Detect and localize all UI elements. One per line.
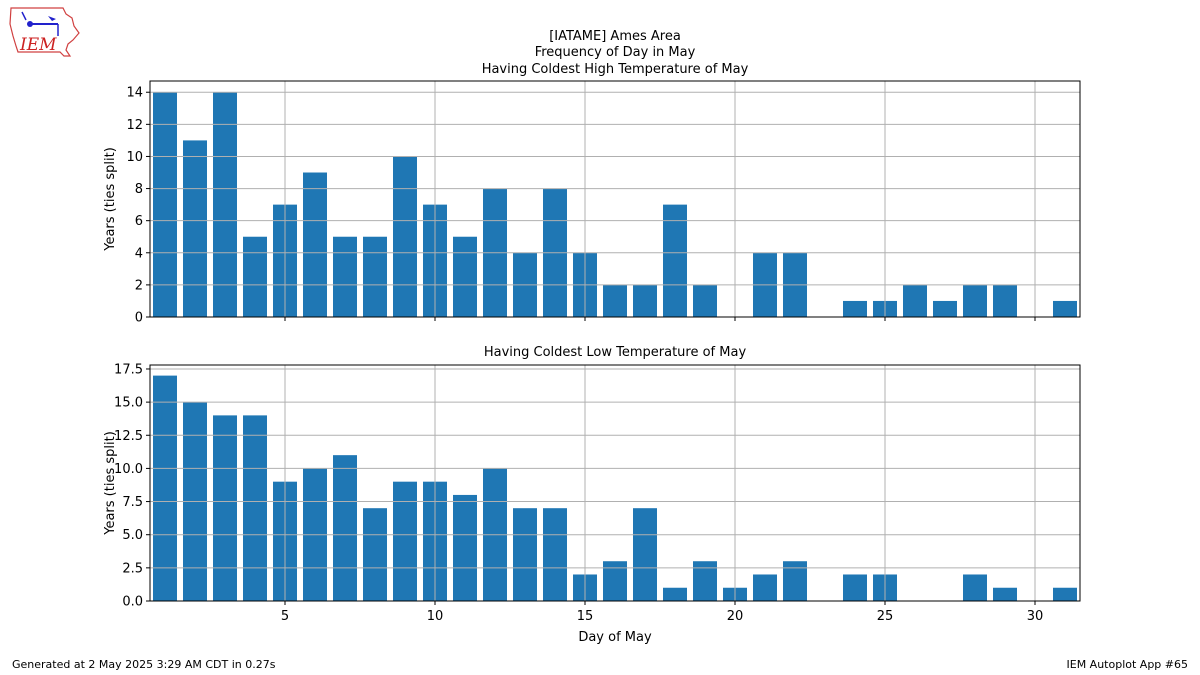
iem-logo: IEM — [9, 7, 80, 57]
y-tick-label: 8 — [135, 182, 143, 197]
bar-day-13 — [513, 508, 537, 601]
chart-title-line-1: [IATAME] Ames Area — [549, 29, 681, 44]
bar-day-31 — [1053, 300, 1077, 317]
y-tick-label: 10 — [126, 150, 143, 165]
y-tick-label: 10.0 — [114, 462, 143, 477]
bar-day-29 — [993, 284, 1017, 317]
bar-day-3 — [213, 92, 237, 317]
y-tick-label: 0 — [135, 311, 143, 326]
bar-day-17 — [633, 508, 657, 601]
footer-app-label: IEM Autoplot App #65 — [1066, 658, 1189, 671]
bar-day-31 — [1053, 587, 1077, 601]
bar-day-11 — [453, 494, 477, 601]
panel-coldest-high: Having Coldest High Temperature of May 0 2… — [103, 62, 1081, 326]
logo-text: IEM — [19, 35, 57, 55]
bar-day-14 — [543, 508, 567, 601]
bar-day-1 — [153, 375, 177, 601]
bar-day-22 — [783, 561, 807, 601]
bar-day-9 — [393, 156, 417, 317]
bar-day-9 — [393, 481, 417, 601]
y-tick-label: 15.0 — [114, 396, 143, 411]
x-tick-label: 5 — [281, 609, 289, 624]
bar-day-7 — [333, 455, 357, 601]
bar-day-4 — [243, 236, 267, 317]
bar-day-29 — [993, 587, 1017, 601]
bar-day-2 — [183, 140, 207, 317]
x-axis-label: Day of May — [578, 630, 652, 645]
y-axis-label: Years (ties split) — [103, 147, 118, 252]
bar-day-21 — [753, 574, 777, 601]
bar-day-11 — [453, 236, 477, 317]
bar-day-18 — [663, 587, 687, 601]
x-tick-label: 20 — [727, 609, 744, 624]
bar-day-17 — [633, 284, 657, 317]
bar-day-26 — [903, 284, 927, 317]
y-tick-label: 7.5 — [122, 495, 143, 510]
x-tick-label: 10 — [427, 609, 444, 624]
bar-day-28 — [963, 574, 987, 601]
y-tick-label: 2.5 — [122, 561, 143, 576]
y-axis-label: Years (ties split) — [103, 431, 118, 536]
bar-day-19 — [693, 284, 717, 317]
plot-frame — [149, 364, 1081, 602]
y-tick-label: 17.5 — [114, 362, 143, 377]
y-tick-label: 0.0 — [122, 595, 143, 610]
bar-day-27 — [933, 300, 957, 317]
bar-day-6 — [303, 172, 327, 317]
y-tick-label: 12 — [126, 118, 143, 133]
bar-day-8 — [363, 508, 387, 601]
y-tick-label: 14 — [126, 86, 143, 101]
bar-day-24 — [843, 300, 867, 317]
bar-day-16 — [603, 561, 627, 601]
bar-day-8 — [363, 236, 387, 317]
bar-day-18 — [663, 204, 687, 317]
panel-title: Having Coldest High Temperature of May — [482, 62, 749, 77]
y-tick-label: 12.5 — [114, 429, 143, 444]
bar-day-1 — [153, 92, 177, 317]
bar-day-28 — [963, 284, 987, 317]
footer-generated-text: Generated at 2 May 2025 3:29 AM CDT in 0… — [12, 658, 276, 671]
panel-coldest-low: Having Coldest Low Temperature of May 0.0… — [103, 345, 1081, 645]
y-tick-label: 4 — [135, 246, 143, 261]
y-tick-label: 5.0 — [122, 528, 143, 543]
bar-day-7 — [333, 236, 357, 317]
x-tick-label: 25 — [877, 609, 894, 624]
bar-day-4 — [243, 415, 267, 601]
plot-frame — [149, 80, 1081, 318]
bar-day-19 — [693, 561, 717, 601]
x-tick-label: 30 — [1027, 609, 1044, 624]
bar-day-3 — [213, 415, 237, 601]
chart-title-line-2: Frequency of Day in May — [535, 45, 696, 60]
panel-title: Having Coldest Low Temperature of May — [484, 345, 747, 360]
y-tick-label: 2 — [135, 278, 143, 293]
y-tick-label: 6 — [135, 214, 143, 229]
x-tick-label: 15 — [577, 609, 594, 624]
bar-day-16 — [603, 284, 627, 317]
bar-day-24 — [843, 574, 867, 601]
